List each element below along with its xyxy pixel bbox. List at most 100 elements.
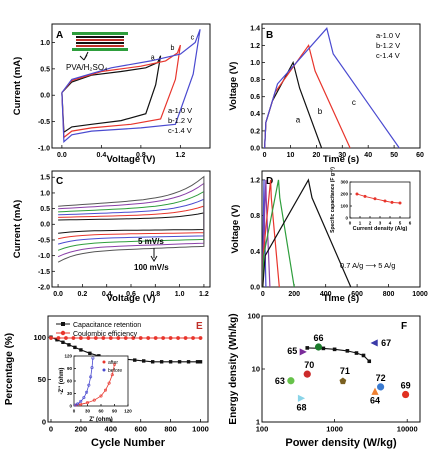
cv-rate-curve-1 [58,212,205,234]
panel-b-ytick-label: 0.2 [250,128,260,135]
panel-d-inset-xtick-label: 0 [349,221,352,226]
capacitance-point [390,200,394,204]
panel-d-letter: D [266,176,273,187]
efficiency-point [138,336,143,340]
panel-d-curves [262,178,352,288]
retention-point [73,345,77,350]
panel-a-letter: A [56,30,63,41]
ref-marker-63 [287,377,295,385]
nyquist-point-before [85,390,89,394]
panel-d-xtick-label: 1000 [412,291,428,298]
panel-e-xtick-label: 400 [105,425,118,434]
capacitance-point [383,199,387,203]
panel-e-xtick-label: 1000 [192,425,209,434]
ref-label-72: 72 [376,373,386,383]
ref-label-66: 66 [313,333,323,343]
nyquist-point-after [79,402,83,406]
panel-e-inset-ytick-label: 0 [69,404,72,409]
panel-e-inset-ytick-label: 120 [64,354,72,359]
panel-c-ytick-label: 0.0 [40,222,50,229]
panel-c-xlabel: Voltage (V) [107,293,156,304]
panel-a-frame [51,23,211,149]
panel-e-ytick-label: 100 [33,333,46,342]
nyquist-point-before [90,366,94,370]
inset-legend-after: after [108,360,118,366]
panel-b-xtick-label: 0 [263,152,267,159]
panel-a-xtick-label: 0.8 [136,152,146,159]
panel-b-legend-1: a-1.0 V [376,31,400,40]
nyquist-point-before [89,375,93,379]
efficiency-point [101,336,106,340]
retention-point [195,360,200,364]
panel-c-ytick-label: 0.5 [40,206,50,213]
panel-d-inset-ylabel: Specific capacitance (F g⁻¹) [330,167,336,233]
gcd-curve-label-a: a [296,115,301,124]
device-layer-1 [76,36,124,38]
ragone-point [345,349,350,353]
retention-point [168,360,173,364]
ref-marker-66 [314,343,323,351]
panel-b-ytick-label: 1.0 [250,60,260,67]
panel-d-inset-ytick-label: 100 [340,204,348,209]
panel-c-xtick-label: 0.0 [53,291,63,298]
gcd-rate-curve-4 [262,179,295,288]
panel-b-letter: B [266,30,273,41]
retention-point [133,358,137,362]
panel-c-xtick-label: 1.2 [199,291,209,298]
nyquist-point-after [113,362,117,366]
panel-d: D 0 200 400 600 800 10000.00.40.81.2 0 1 2 3 4 5 60… [230,167,428,304]
efficiency-point [198,336,203,340]
panel-e-xtick-label: 0 [49,425,53,434]
panel-b-ylabel: Voltage (V) [228,62,239,111]
panel-a-ytick-label: -0.5 [38,119,50,126]
cv-curve-label-a: a [151,55,155,62]
ref-label-70: 70 [304,360,314,370]
cv-rate-curve-3 [57,198,205,245]
panel-b-ytick-label: 1.2 [250,43,260,50]
retention-point [67,343,71,347]
schematic-arrow [79,51,89,61]
panel-f-curves: 66 65 67 70 71 63 68 72 64 69 [275,333,411,412]
efficiency-point [161,336,166,340]
panel-b-legend-2: b-1.2 V [376,41,400,50]
panel-e-inset-xtick-label: 30 [85,409,91,414]
panel-d-xtick-label: 800 [383,291,395,298]
panel-d-frame [261,170,421,288]
legend-retention-marker [61,322,65,326]
legend-retention-label: Capacitance retention [73,322,141,329]
gcd-rate-curve-5 [262,178,352,288]
cv-curve-b [61,44,181,139]
efficiency-point [108,336,113,340]
panel-e-xtick-label: 800 [164,425,177,434]
panel-f-ytick-label: 100 [247,312,260,321]
panel-e-inset-ytick-label: 30 [67,391,73,396]
ref-marker-72 [377,383,385,391]
panel-e-inset-xtick-label: 120 [124,409,132,414]
panel-c-ytick-label: -2.0 [38,284,50,291]
efficiency-point [64,336,68,340]
nyquist-point-before [73,403,77,407]
panel-a-ytick-label: 0.0 [40,93,50,100]
nyquist-point-after [107,381,111,385]
panel-f-letter: F [401,321,407,332]
gcd-curve-label-c: c [352,98,356,107]
nyquist-point-after [99,394,103,398]
panel-f-ticks: 100 1000 10000 1 10 100 [247,312,417,434]
efficiency-point [56,336,61,340]
panel-a: A 0.0 0.4 0.8 1.2 -1.0 -0.5 0.0 0.5 1.0 a b c PVA/… [12,23,211,165]
efficiency-point [191,336,195,340]
panel-d-inset-xtick-label: 4 [389,221,392,226]
panel-e-ytick-label: 0 [42,418,46,427]
ref-label-67: 67 [381,338,391,348]
panel-d-inset-xtick-label: 1 [359,221,362,226]
panel-c-xtick-label: 0.6 [126,291,136,298]
inset-legend-before-marker [102,368,106,372]
panel-d-ylabel: Voltage (V) [230,205,241,254]
panel-e-inset-xtick-label: 0 [73,409,76,414]
efficiency-point [131,336,136,340]
panel-e-xtick-label: 600 [134,425,147,434]
panel-b-ytick-label: 0.0 [250,145,260,152]
